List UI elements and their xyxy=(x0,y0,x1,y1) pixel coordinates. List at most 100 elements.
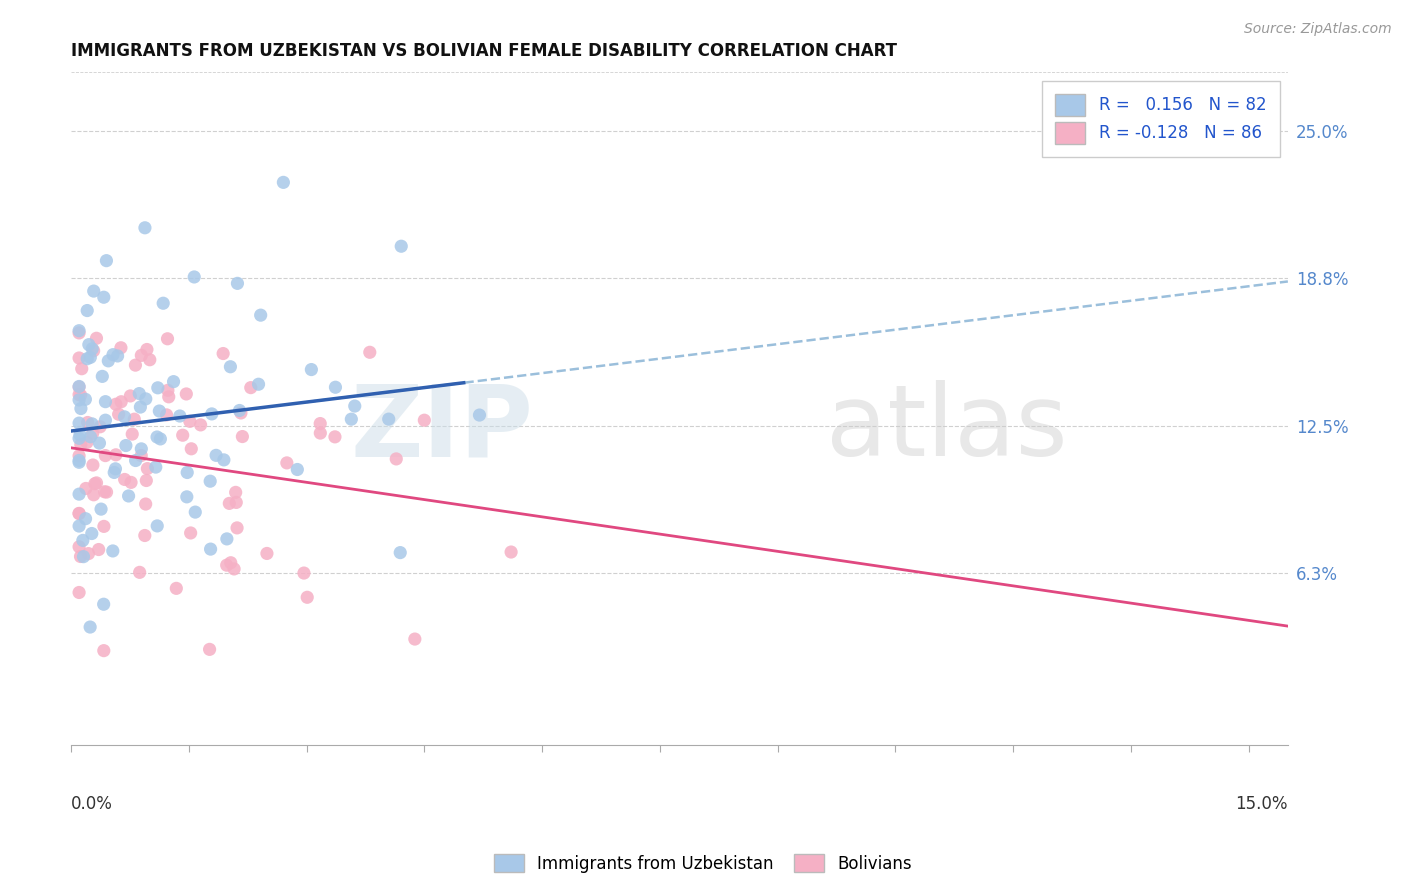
Point xyxy=(176,387,198,401)
Point xyxy=(67,431,90,445)
Point xyxy=(377,412,399,426)
Point xyxy=(198,642,221,657)
Point xyxy=(225,485,247,500)
Point xyxy=(83,284,105,298)
Point xyxy=(231,429,253,443)
Point xyxy=(77,547,100,561)
Point xyxy=(80,526,103,541)
Point xyxy=(96,253,118,268)
Text: Source: ZipAtlas.com: Source: ZipAtlas.com xyxy=(1244,22,1392,37)
Point xyxy=(215,558,238,573)
Point xyxy=(93,519,115,533)
Point xyxy=(93,597,115,611)
Point xyxy=(110,341,132,355)
Point xyxy=(67,585,90,599)
Point xyxy=(215,532,238,546)
Point xyxy=(385,451,408,466)
Point xyxy=(69,428,91,442)
Point xyxy=(135,343,157,357)
Point xyxy=(229,406,252,420)
Point xyxy=(389,546,412,560)
Point xyxy=(198,474,221,488)
Point xyxy=(128,386,150,401)
Point xyxy=(135,474,157,488)
Point xyxy=(124,358,146,372)
Point xyxy=(89,419,111,434)
Point xyxy=(176,490,198,504)
Point xyxy=(67,449,90,463)
Point xyxy=(404,632,426,646)
Point xyxy=(76,416,98,430)
Point xyxy=(180,442,202,456)
Point xyxy=(299,362,322,376)
Point xyxy=(83,476,105,491)
Point xyxy=(343,399,366,413)
Point xyxy=(145,460,167,475)
Point xyxy=(162,375,184,389)
Point xyxy=(107,349,129,363)
Point xyxy=(134,528,156,542)
Point xyxy=(97,354,120,368)
Point xyxy=(93,484,115,499)
Point xyxy=(389,239,412,253)
Point xyxy=(128,566,150,580)
Point xyxy=(67,392,90,407)
Point xyxy=(75,392,97,407)
Text: ZIP: ZIP xyxy=(350,380,533,477)
Point xyxy=(67,324,90,338)
Point xyxy=(256,546,278,560)
Point xyxy=(212,346,235,360)
Point xyxy=(91,369,114,384)
Point xyxy=(67,453,90,467)
Point xyxy=(114,409,136,424)
Point xyxy=(89,436,111,450)
Point xyxy=(67,540,90,554)
Point xyxy=(176,466,198,480)
Point xyxy=(124,412,146,426)
Point xyxy=(309,417,332,431)
Point xyxy=(101,544,124,558)
Point xyxy=(76,435,98,450)
Point xyxy=(79,351,101,365)
Point xyxy=(218,496,240,510)
Point xyxy=(82,426,104,441)
Point xyxy=(115,438,138,452)
Point xyxy=(72,549,94,564)
Point xyxy=(292,566,315,580)
Point xyxy=(93,290,115,304)
Point xyxy=(67,387,90,401)
Point xyxy=(165,582,187,596)
Point xyxy=(219,359,242,374)
Text: 15.0%: 15.0% xyxy=(1236,796,1288,814)
Point xyxy=(148,404,170,418)
Text: IMMIGRANTS FROM UZBEKISTAN VS BOLIVIAN FEMALE DISABILITY CORRELATION CHART: IMMIGRANTS FROM UZBEKISTAN VS BOLIVIAN F… xyxy=(72,42,897,60)
Point xyxy=(75,482,97,496)
Point xyxy=(67,379,90,393)
Point xyxy=(117,489,139,503)
Point xyxy=(94,394,117,409)
Point xyxy=(121,427,143,442)
Point xyxy=(79,430,101,444)
Point xyxy=(83,343,105,358)
Point xyxy=(325,380,347,394)
Legend: R =   0.156   N = 82, R = -0.128   N = 86: R = 0.156 N = 82, R = -0.128 N = 86 xyxy=(1042,81,1279,157)
Point xyxy=(146,519,169,533)
Point xyxy=(103,466,125,480)
Point xyxy=(468,408,491,422)
Point xyxy=(82,458,104,472)
Point xyxy=(114,473,136,487)
Point xyxy=(183,269,205,284)
Point xyxy=(149,432,172,446)
Point xyxy=(180,526,202,541)
Point xyxy=(120,389,142,403)
Point xyxy=(172,428,194,442)
Point xyxy=(94,413,117,427)
Point xyxy=(104,462,127,476)
Point xyxy=(120,475,142,490)
Point xyxy=(179,414,201,428)
Point xyxy=(72,533,94,548)
Point xyxy=(67,487,90,501)
Text: 0.0%: 0.0% xyxy=(72,796,112,814)
Point xyxy=(67,507,90,521)
Point xyxy=(155,408,177,422)
